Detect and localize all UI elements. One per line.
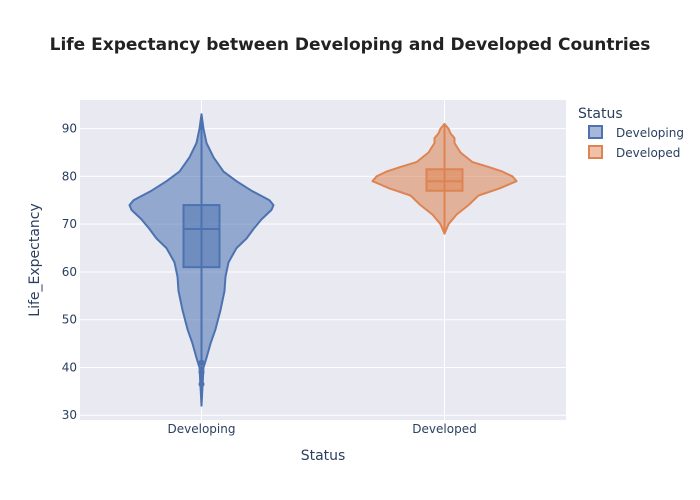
x-axis-ticks: Developing Developed — [168, 422, 477, 436]
y-tick-label-30: 30 — [62, 408, 77, 422]
y-tick-label-90: 90 — [62, 122, 77, 136]
box-developing — [182, 204, 221, 269]
outlier-point-developing-2 — [198, 381, 205, 388]
y-axis-ticks: 30 40 50 60 70 80 90 — [62, 122, 77, 423]
legend-item-developing[interactable]: Developing — [588, 125, 684, 140]
legend-label-developed: Developed — [616, 146, 680, 160]
violins — [128, 113, 518, 407]
violin-developing — [128, 113, 275, 407]
violin-developed — [371, 122, 518, 235]
legend-swatch-developing — [588, 125, 603, 139]
legend-swatch-developed — [588, 145, 603, 159]
outlier-point-developing-0 — [198, 359, 205, 366]
chart-title: Life Expectancy between Developing and D… — [50, 35, 651, 55]
y-tick-label-40: 40 — [62, 360, 77, 374]
legend-item-developed[interactable]: Developed — [588, 145, 680, 160]
y-tick-label-60: 60 — [62, 265, 77, 279]
y-tick-label-50: 50 — [62, 313, 77, 327]
y-axis-title: Life_Expectancy — [27, 203, 43, 316]
y-tick-label-80: 80 — [62, 169, 77, 183]
legend-label-developing: Developing — [616, 126, 684, 140]
x-tick-label-developing: Developing — [168, 422, 236, 436]
y-tick-label-70: 70 — [62, 217, 77, 231]
legend: Status Developing Developed — [578, 106, 684, 160]
outlier-point-developing-1 — [198, 369, 205, 376]
x-tick-label-developed: Developed — [412, 422, 476, 436]
legend-title: Status — [578, 106, 623, 122]
box-developed — [425, 168, 464, 192]
plot-area — [80, 100, 566, 420]
x-axis-title: Status — [301, 448, 346, 464]
